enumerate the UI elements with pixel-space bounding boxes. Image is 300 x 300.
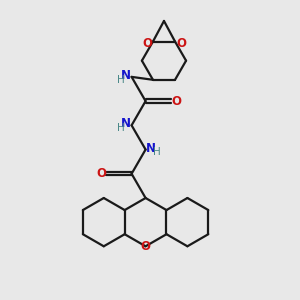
Text: H: H	[116, 75, 124, 85]
Text: N: N	[146, 142, 156, 154]
Text: O: O	[96, 167, 106, 180]
Text: O: O	[171, 94, 181, 108]
Text: O: O	[176, 37, 186, 50]
Text: H: H	[116, 123, 124, 133]
Text: H: H	[153, 148, 160, 158]
Text: N: N	[121, 69, 131, 82]
Text: N: N	[121, 117, 131, 130]
Text: O: O	[142, 37, 152, 50]
Text: O: O	[141, 240, 151, 253]
